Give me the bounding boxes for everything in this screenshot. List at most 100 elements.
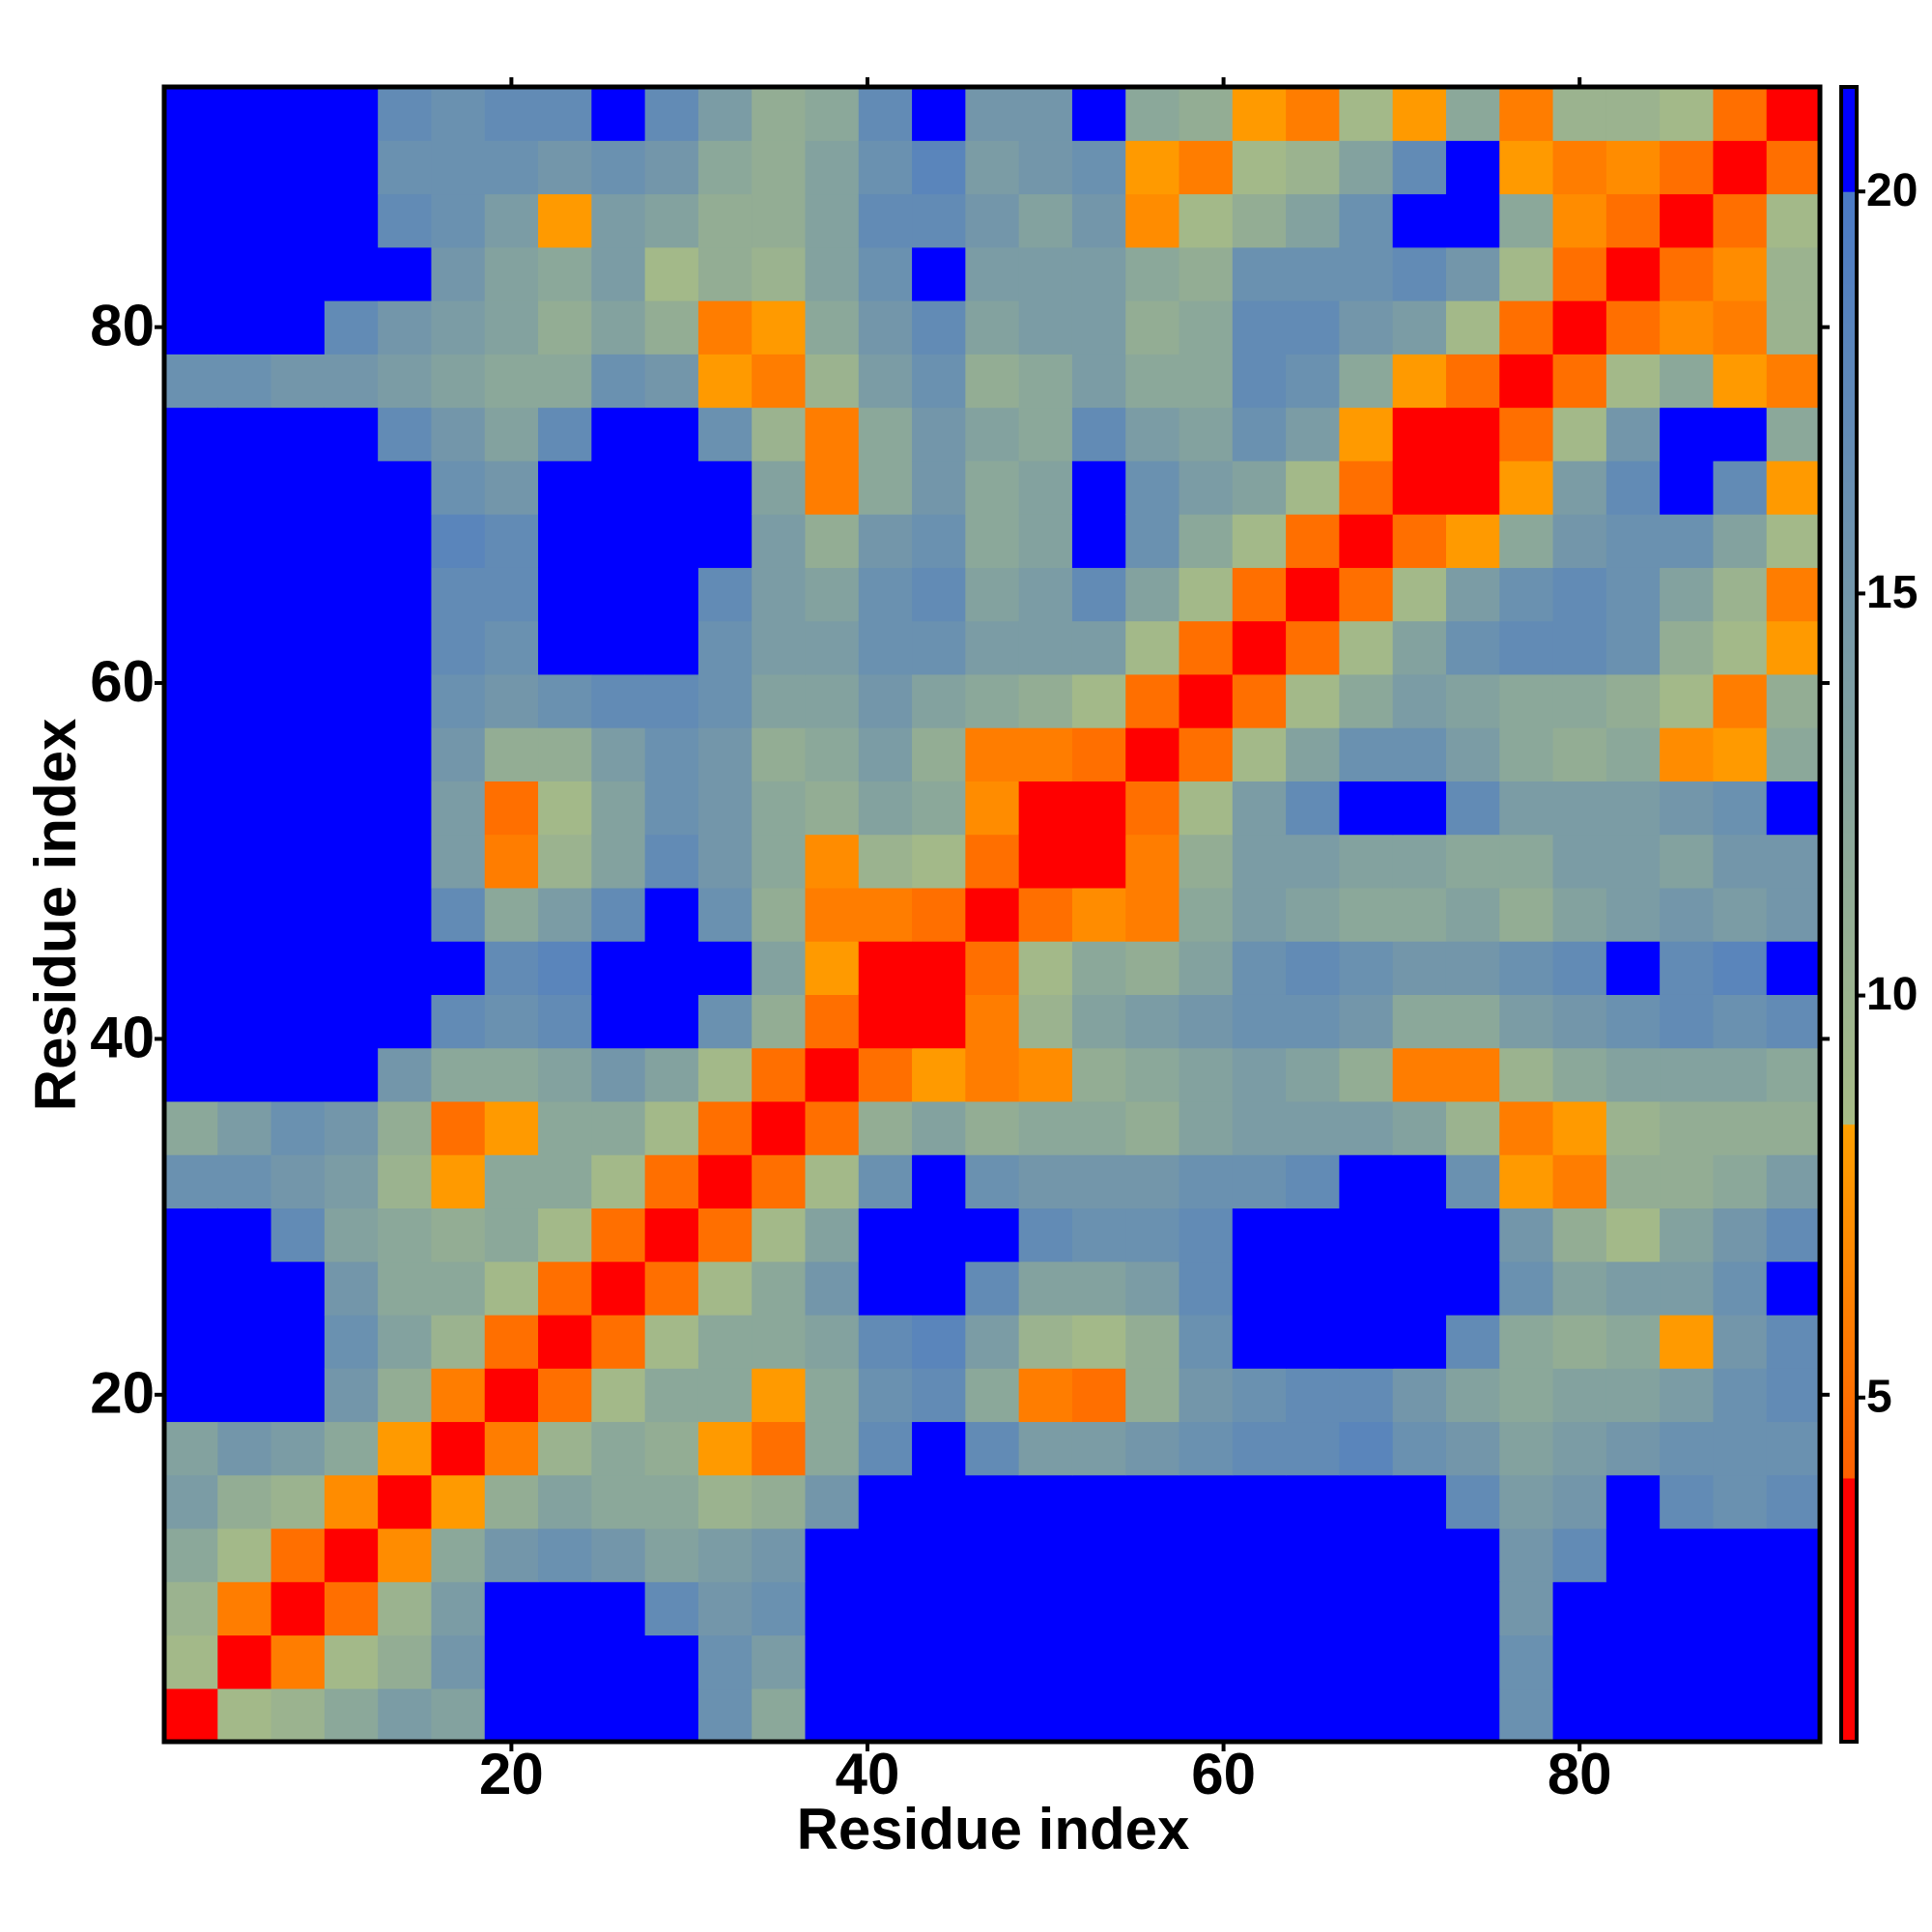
heatmap-cell: [1499, 407, 1554, 462]
heatmap-cell: [1713, 1154, 1768, 1209]
heatmap-cell: [697, 300, 753, 355]
heatmap-cell: [431, 834, 486, 889]
heatmap-cell: [805, 1261, 860, 1316]
heatmap-cell: [431, 246, 486, 301]
colorbar-segment: [1841, 1477, 1857, 1743]
heatmap-cell: [217, 834, 272, 889]
heatmap-cell: [1339, 1527, 1394, 1582]
heatmap-cell: [484, 1581, 539, 1636]
heatmap-cell: [1232, 354, 1287, 409]
colorbar-tick-label: 15: [1866, 567, 1918, 618]
heatmap-cell: [697, 994, 753, 1049]
colorbar-tick-label: 20: [1866, 165, 1918, 216]
heatmap-cell: [431, 1368, 486, 1423]
heatmap-cell: [912, 941, 966, 995]
heatmap-cell: [1445, 620, 1500, 675]
heatmap-cell: [217, 246, 272, 301]
heatmap-cell: [644, 246, 699, 301]
heatmap-cell: [1392, 1581, 1447, 1636]
heatmap-cell: [1499, 354, 1554, 409]
heatmap-cell: [378, 834, 433, 889]
heatmap-cell: [431, 1314, 486, 1369]
heatmap-cell: [324, 140, 379, 195]
heatmap-cell: [697, 1208, 753, 1263]
heatmap-cell: [965, 1474, 1020, 1529]
heatmap-cell: [270, 1474, 326, 1529]
heatmap-cell: [1660, 1634, 1715, 1690]
heatmap-cell: [591, 354, 646, 409]
heatmap-cell: [1125, 1261, 1180, 1316]
heatmap-cell: [1605, 1474, 1661, 1529]
heatmap-cell: [965, 140, 1020, 195]
plot-frame: [161, 84, 1823, 1745]
heatmap-cell: [1660, 1688, 1715, 1743]
heatmap-cell: [1071, 140, 1126, 195]
heatmap-cell: [1286, 834, 1340, 889]
heatmap-cell: [591, 1368, 646, 1423]
heatmap-cell: [484, 1474, 539, 1529]
heatmap-cell: [1286, 1208, 1340, 1263]
heatmap-cell: [1339, 1208, 1394, 1263]
heatmap-cell: [217, 407, 272, 462]
heatmap-cell: [1605, 1047, 1661, 1102]
heatmap-cell: [1605, 887, 1661, 942]
heatmap-cell: [858, 941, 913, 995]
heatmap-cell: [378, 1581, 433, 1636]
heatmap-cell: [1713, 87, 1768, 141]
heatmap-cell: [164, 1421, 218, 1476]
heatmap-cell: [912, 193, 966, 248]
heatmap-cell: [1018, 514, 1073, 568]
heatmap-cell: [965, 354, 1020, 409]
heatmap-cell: [752, 407, 807, 462]
heatmap-cell: [965, 620, 1020, 675]
heatmap-cell: [1392, 1421, 1447, 1476]
heatmap-cell: [1339, 514, 1394, 568]
heatmap-cell: [1179, 246, 1234, 301]
heatmap-cell: [270, 1581, 326, 1636]
heatmap-cell: [484, 1154, 539, 1209]
heatmap-cell: [1071, 1634, 1126, 1690]
heatmap-cell: [538, 300, 592, 355]
heatmap-cell: [752, 354, 807, 409]
heatmap-cell: [484, 941, 539, 995]
heatmap-cell: [1232, 620, 1287, 675]
heatmap-cell: [1605, 620, 1661, 675]
heatmap-cell: [1286, 246, 1340, 301]
heatmap-cell: [1713, 1474, 1768, 1529]
heatmap-cell: [217, 1047, 272, 1102]
heatmap-cell: [697, 1688, 753, 1743]
heatmap-cell: [1018, 1688, 1073, 1743]
heatmap-cell: [1125, 567, 1180, 622]
heatmap-cell: [697, 1421, 753, 1476]
heatmap-cell: [1660, 834, 1715, 889]
heatmap-cell: [697, 1527, 753, 1582]
heatmap-cell: [858, 781, 913, 836]
heatmap-cell: [1766, 1474, 1821, 1529]
heatmap-cell: [965, 87, 1020, 141]
heatmap-cell: [1286, 673, 1340, 728]
heatmap-cell: [324, 407, 379, 462]
heatmap-cell: [538, 567, 592, 622]
heatmap-cell: [1232, 460, 1287, 515]
heatmap-cell: [965, 1634, 1020, 1690]
heatmap-cell: [644, 1368, 699, 1423]
heatmap-cell: [431, 1208, 486, 1263]
heatmap-cell: [912, 354, 966, 409]
heatmap-cell: [164, 460, 218, 515]
heatmap-cell: [1232, 834, 1287, 889]
heatmap-cell: [324, 994, 379, 1049]
heatmap-cell: [1339, 1421, 1394, 1476]
heatmap-cell: [164, 87, 218, 141]
heatmap-cell: [1179, 514, 1234, 568]
heatmap-cell: [1018, 140, 1073, 195]
heatmap-cell: [591, 781, 646, 836]
heatmap-cell: [1499, 1208, 1554, 1263]
heatmap-cell: [591, 1634, 646, 1690]
heatmap-cell: [431, 1100, 486, 1155]
heatmap-cell: [1766, 994, 1821, 1049]
heatmap-cell: [752, 1581, 807, 1636]
heatmap-cell: [697, 727, 753, 781]
heatmap-cell: [1232, 994, 1287, 1049]
heatmap-cell: [1125, 887, 1180, 942]
heatmap-cell: [1552, 673, 1607, 728]
